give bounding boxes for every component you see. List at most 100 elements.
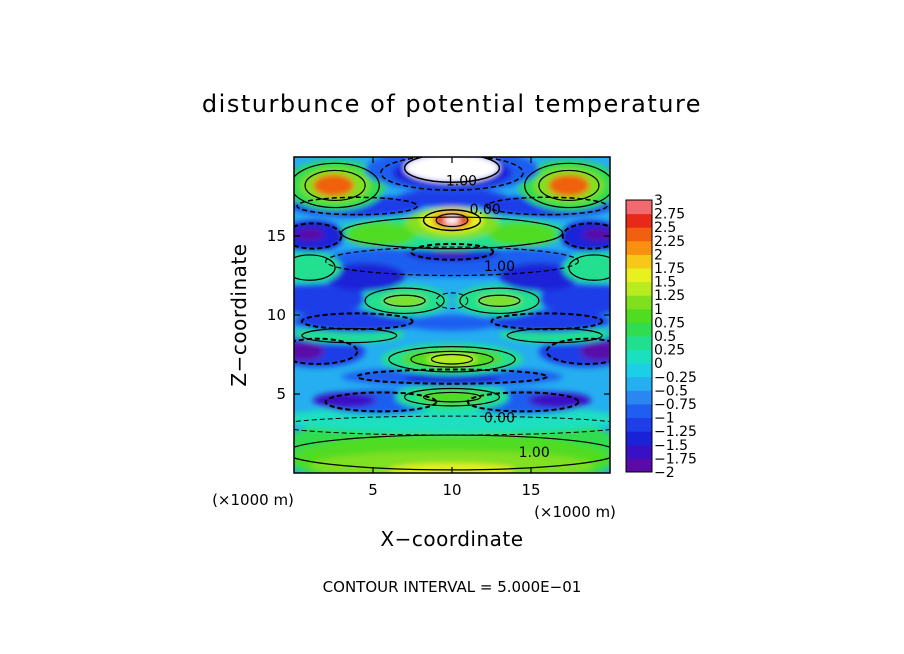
contour-line-negative (296, 196, 418, 216)
colorbar-swatch (626, 444, 652, 459)
x-tick-label: 15 (521, 481, 540, 499)
colorbar-swatch (626, 404, 652, 419)
contour-line-negative (490, 312, 604, 331)
contour-label: 0.00 (484, 410, 515, 426)
contour-line-positive (568, 254, 610, 281)
field-region (294, 341, 325, 361)
colorbar-label: −1.75 (654, 451, 697, 467)
plot-area (294, 157, 610, 473)
colorbar-label: 1.5 (654, 275, 676, 291)
colorbar-swatch (626, 295, 652, 310)
colorbar-label: 3 (654, 193, 663, 209)
field-region (488, 221, 558, 248)
colorbar-swatch (626, 322, 652, 337)
contour-line-negative (409, 242, 495, 261)
contour-line-negative (324, 391, 438, 413)
field-region (538, 283, 610, 315)
field-region (382, 294, 427, 308)
contour-line-positive (304, 169, 366, 202)
field-region (583, 228, 610, 241)
field-region (396, 188, 508, 208)
field-region (312, 174, 355, 197)
field-region (548, 174, 590, 197)
field-region (499, 262, 579, 292)
colorbar-swatch (626, 390, 652, 405)
field-region (295, 228, 325, 241)
colorbar-label: 2 (654, 247, 663, 263)
contour-line-positive (388, 345, 516, 373)
x-tick-label: 5 (368, 481, 378, 499)
contour-line-negative (300, 312, 414, 331)
contour-line-positive (435, 213, 469, 228)
contour-line-negative (466, 391, 580, 413)
contour-line-positive (422, 209, 482, 232)
x-axis: 5 10 15 (368, 157, 541, 499)
colorbar-swatch (626, 308, 652, 323)
field-region (325, 262, 405, 292)
contour-line-negative (486, 196, 608, 216)
contour-interval-note: CONTOUR INTERVAL = 5.000E−01 (323, 578, 582, 596)
contour-line-negative (561, 222, 610, 250)
contour-line-negative (294, 415, 610, 436)
y-axis: 5 10 15 (267, 227, 610, 403)
contour-line-positive (364, 287, 445, 315)
contour-label: 1.00 (446, 173, 477, 189)
contour-label: 0.00 (470, 202, 501, 218)
contour-label: 1.00 (519, 445, 550, 461)
contour-line-positive (383, 294, 426, 307)
contour-line-positive (459, 287, 540, 315)
x-unit-left: (×1000 m) (212, 491, 294, 509)
field-region (404, 315, 500, 331)
contour-line-positive (430, 353, 474, 365)
colorbar-swatch (626, 458, 652, 473)
colorbar-swatch (626, 213, 652, 228)
contour-line-positive (524, 162, 610, 209)
colorbar-label: 2.5 (654, 220, 676, 236)
colorbar-label: 1.75 (654, 261, 685, 277)
field-region (579, 341, 610, 361)
colorbar-label: −1.5 (654, 438, 688, 454)
field-region (309, 450, 595, 473)
contour-line-negative (545, 337, 610, 365)
x-unit-right: (×1000 m) (534, 503, 616, 521)
chart-title: disturbunce of potential temperature (202, 90, 702, 118)
colorbar: 32.752.52.2521.751.51.2510.750.50.250−0.… (625, 193, 697, 481)
colorbar-swatch (626, 363, 652, 378)
y-tick-label: 5 (276, 385, 286, 403)
contour-line-positive (410, 350, 494, 368)
colorbar-label: −2 (654, 465, 675, 481)
contour-line-negative (380, 157, 524, 191)
contour-line-negative (294, 337, 359, 365)
x-axis-label: X−coordinate (380, 527, 523, 551)
contour-line-positive (403, 157, 501, 184)
x-tick-label: 10 (442, 481, 461, 499)
y-tick-label: 10 (267, 306, 286, 324)
contour-line-negative (294, 222, 343, 250)
colorbar-label: 0 (654, 356, 663, 372)
field-region (312, 392, 377, 409)
colorbar-swatch (626, 254, 652, 269)
contour-line-positive (422, 391, 482, 403)
colorbar-label: 1 (654, 302, 663, 318)
colorbar-swatch (626, 240, 652, 255)
colorbar-label: −0.75 (654, 397, 697, 413)
colorbar-swatch (626, 268, 652, 283)
contour-line-positive (404, 387, 501, 407)
contour-line-negative (325, 246, 580, 277)
contour-line-positive (294, 254, 336, 281)
colorbar-swatch (626, 200, 652, 215)
colorbar-swatch (626, 336, 652, 351)
contour-line-negative (356, 368, 548, 385)
colorbar-swatch (626, 376, 652, 391)
colorbar-label: −0.25 (654, 370, 697, 386)
field-region (294, 283, 366, 315)
colorbar-frame (625, 199, 653, 473)
y-axis-label: Z−coordinate (227, 243, 251, 386)
contour-line-positive (538, 169, 600, 202)
colorbar-label: 1.25 (654, 288, 685, 304)
colorbar-label: −1 (654, 411, 675, 427)
contour-line-positive (478, 294, 521, 307)
field-region (444, 216, 460, 225)
colorbar-label: 2.25 (654, 234, 685, 250)
